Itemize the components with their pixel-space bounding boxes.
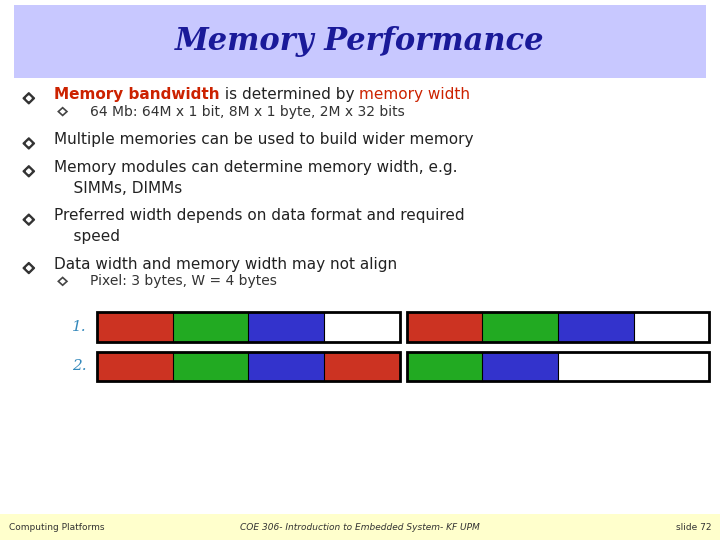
Bar <box>14 5 706 78</box>
Polygon shape <box>27 217 31 222</box>
Bar <box>324 352 400 381</box>
Bar <box>558 312 634 342</box>
Bar <box>248 352 324 381</box>
Bar <box>482 312 558 342</box>
Bar <box>97 352 400 381</box>
Bar <box>407 312 482 342</box>
Text: 2.: 2. <box>72 360 86 373</box>
Polygon shape <box>23 138 35 149</box>
Polygon shape <box>27 141 31 146</box>
Text: SIMMs, DIMMs: SIMMs, DIMMs <box>54 180 182 195</box>
Bar <box>97 352 173 381</box>
Text: Computing Platforms: Computing Platforms <box>9 523 104 531</box>
Bar <box>0 514 720 540</box>
Text: Pixel: 3 bytes, W = 4 bytes: Pixel: 3 bytes, W = 4 bytes <box>90 274 277 288</box>
Polygon shape <box>23 262 35 274</box>
Bar <box>173 352 248 381</box>
Polygon shape <box>27 169 31 174</box>
Polygon shape <box>23 214 35 225</box>
Text: Data width and memory width may not align: Data width and memory width may not alig… <box>54 257 397 272</box>
Bar <box>634 312 709 342</box>
Bar <box>173 312 248 342</box>
Bar <box>482 352 558 381</box>
Bar <box>324 312 400 342</box>
Polygon shape <box>23 166 35 177</box>
Text: speed: speed <box>54 229 120 244</box>
Text: is determined by: is determined by <box>220 87 359 102</box>
Bar <box>558 352 709 381</box>
Polygon shape <box>23 93 35 104</box>
Text: Memory Performance: Memory Performance <box>175 26 545 57</box>
Bar <box>97 312 400 342</box>
Text: 64 Mb: 64M x 1 bit, 8M x 1 byte, 2M x 32 bits: 64 Mb: 64M x 1 bit, 8M x 1 byte, 2M x 32… <box>90 105 405 119</box>
Bar <box>407 312 709 342</box>
Text: slide 72: slide 72 <box>676 523 711 531</box>
Text: Memory modules can determine memory width, e.g.: Memory modules can determine memory widt… <box>54 160 457 175</box>
Polygon shape <box>27 266 31 271</box>
Text: Memory bandwidth: Memory bandwidth <box>54 87 220 102</box>
Text: Preferred width depends on data format and required: Preferred width depends on data format a… <box>54 208 464 224</box>
Text: 1.: 1. <box>72 320 86 334</box>
Bar <box>407 352 709 381</box>
Text: Multiple memories can be used to build wider memory: Multiple memories can be used to build w… <box>54 132 474 147</box>
Bar <box>407 352 482 381</box>
Bar <box>248 312 324 342</box>
Bar <box>97 312 173 342</box>
Text: memory width: memory width <box>359 87 470 102</box>
Polygon shape <box>27 96 31 100</box>
Text: COE 306- Introduction to Embedded System- KF UPM: COE 306- Introduction to Embedded System… <box>240 523 480 531</box>
